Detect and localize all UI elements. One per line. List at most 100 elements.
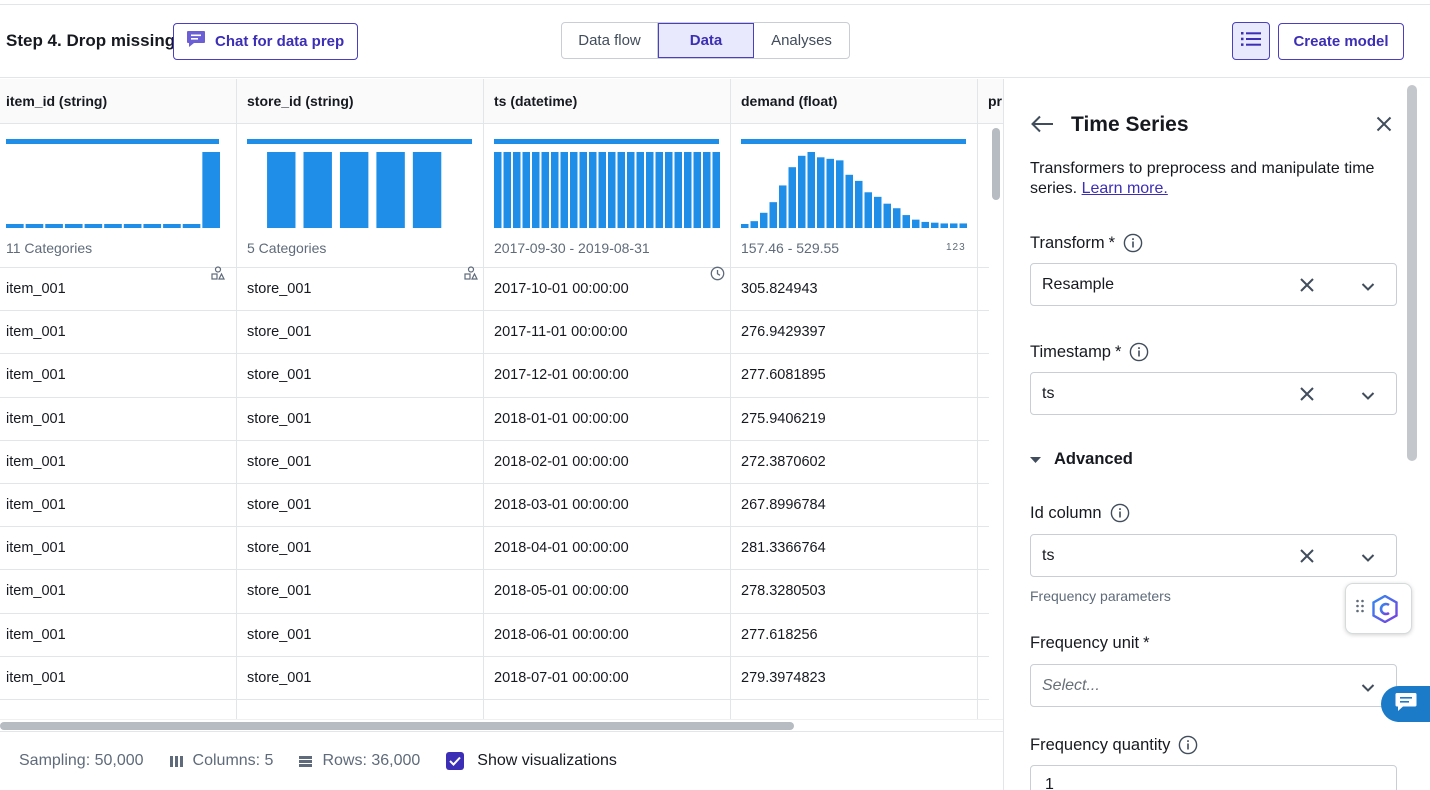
chat-for-data-prep-button[interactable]: Chat for data prep <box>173 23 358 60</box>
chat-icon <box>186 30 206 53</box>
column-header[interactable]: pr <box>978 79 1003 124</box>
scrollbar-thumb[interactable] <box>0 722 794 730</box>
list-view-button[interactable] <box>1232 22 1270 60</box>
table-cell[interactable]: store_001 <box>237 527 483 571</box>
table-cell[interactable]: item_001 <box>0 441 236 484</box>
clear-icon[interactable] <box>1299 548 1315 569</box>
histogram-bar <box>608 152 616 228</box>
learn-more-link[interactable]: Learn more. <box>1081 180 1168 197</box>
histogram-bar <box>560 152 568 228</box>
table-cell[interactable]: 272.3870602 <box>731 441 977 484</box>
info-icon[interactable] <box>1123 233 1143 253</box>
tab-analyses[interactable]: Analyses <box>771 32 832 49</box>
table-cell[interactable]: 2018-06-01 00:00:00 <box>484 614 730 657</box>
table-cell[interactable]: 2018-07-01 00:00:00 <box>484 657 730 700</box>
table-cell[interactable]: 277.618256 <box>731 614 977 657</box>
table-cell[interactable]: 279.3974823 <box>731 657 977 700</box>
table-cell[interactable]: store_001 <box>237 311 483 355</box>
feedback-chat-button[interactable] <box>1381 686 1430 722</box>
table-horizontal-scrollbar[interactable] <box>0 719 1003 731</box>
histogram-bar <box>532 152 540 228</box>
frequency-unit-select[interactable]: Select... <box>1030 664 1397 707</box>
table-cell[interactable]: item_001 <box>0 268 236 312</box>
table-cell[interactable]: 2018-05-01 00:00:00 <box>484 570 730 614</box>
histogram-bar <box>646 152 654 228</box>
table-cell[interactable]: 275.9406219 <box>731 398 977 441</box>
table-cell[interactable]: item_001 <box>0 484 236 528</box>
table-cell[interactable]: 305.824943 <box>731 268 977 312</box>
timestamp-select[interactable]: ts <box>1030 372 1397 415</box>
required-marker: * <box>1143 634 1150 652</box>
chevron-down-icon[interactable] <box>1361 279 1375 297</box>
close-icon[interactable] <box>1376 116 1392 137</box>
table-cell[interactable]: 2017-11-01 00:00:00 <box>484 311 730 355</box>
histogram-bar <box>339 152 369 228</box>
table-cell[interactable]: item_001 <box>0 398 236 441</box>
table-cell[interactable]: store_001 <box>237 614 483 657</box>
frequency-quantity-input[interactable]: 1 <box>1030 765 1397 790</box>
column-header[interactable]: store_id (string) <box>237 79 483 124</box>
column-header[interactable]: ts (datetime) <box>484 79 730 124</box>
table-cell[interactable]: store_001 <box>237 570 483 614</box>
info-icon[interactable] <box>1110 503 1130 523</box>
table-cell[interactable]: item_001 <box>0 354 236 398</box>
table-vertical-scrollbar[interactable] <box>989 124 1003 719</box>
transform-label-text: Transform <box>1030 233 1105 252</box>
panel-scrollbar[interactable] <box>1407 85 1417 461</box>
transform-select[interactable]: Resample <box>1030 263 1397 306</box>
id-column-select[interactable]: ts <box>1030 534 1397 577</box>
table-cell[interactable]: item_001 <box>0 570 236 614</box>
info-icon[interactable] <box>1178 735 1198 755</box>
clear-icon[interactable] <box>1299 277 1315 298</box>
table-cell[interactable]: item_001 <box>0 527 236 571</box>
chevron-down-icon[interactable] <box>1361 388 1375 406</box>
histogram-bar <box>931 222 939 228</box>
table-cell[interactable]: store_001 <box>237 354 483 398</box>
chevron-down-icon[interactable] <box>1361 550 1375 568</box>
tab-data[interactable]: Data <box>658 23 754 58</box>
histogram-bar <box>741 224 749 228</box>
advanced-label: Advanced <box>1054 450 1133 468</box>
advanced-section-toggle[interactable]: Advanced <box>1030 450 1133 469</box>
create-model-button[interactable]: Create model <box>1278 23 1404 60</box>
table-cell[interactable]: store_001 <box>237 441 483 484</box>
table-cell[interactable]: item_001 <box>0 311 236 355</box>
table-cell[interactable]: store_001 <box>237 398 483 441</box>
table-cell[interactable]: 276.9429397 <box>731 311 977 355</box>
table-cell[interactable]: 2018-01-01 00:00:00 <box>484 398 730 441</box>
table-cell[interactable]: item_001 <box>0 614 236 657</box>
drag-handle-icon[interactable] <box>1356 599 1364 618</box>
histogram-bar <box>912 219 920 228</box>
assistant-widget[interactable] <box>1345 583 1412 634</box>
table-cell[interactable]: item_001 <box>0 657 236 700</box>
column-header[interactable]: item_id (string) <box>0 79 236 124</box>
table-cell[interactable]: store_001 <box>237 657 483 700</box>
table-cell[interactable]: 2017-10-01 00:00:00 <box>484 268 730 312</box>
table-cell[interactable]: 281.3366764 <box>731 527 977 571</box>
chevron-down-icon[interactable] <box>1361 680 1375 698</box>
table-cell[interactable]: 267.8996784 <box>731 484 977 528</box>
table-cell[interactable]: store_001 <box>237 484 483 528</box>
histogram-bar <box>513 152 521 228</box>
table-cell[interactable]: 2018-04-01 00:00:00 <box>484 527 730 571</box>
show-visualizations-checkbox[interactable] <box>446 752 465 770</box>
column-header[interactable]: demand (float) <box>731 79 977 124</box>
scrollbar-thumb[interactable] <box>992 128 1000 200</box>
tab-data-flow[interactable]: Data flow <box>562 23 658 58</box>
show-visualizations-toggle[interactable]: Show visualizations <box>446 752 617 770</box>
table-cell[interactable]: 2017-12-01 00:00:00 <box>484 354 730 398</box>
histogram-bar <box>104 224 122 228</box>
table-cell[interactable]: 278.3280503 <box>731 570 977 614</box>
column-ts: ts (datetime) 2017-09-30 - 2019-08-31 20… <box>484 79 731 719</box>
table-cell[interactable]: 277.6081895 <box>731 354 977 398</box>
info-icon[interactable] <box>1129 342 1149 362</box>
histogram-bar <box>551 152 559 228</box>
table-cell[interactable]: store_001 <box>237 268 483 312</box>
histogram-bar <box>202 152 220 228</box>
panel-description: Transformers to preprocess and manipulat… <box>1030 159 1400 199</box>
clear-icon[interactable] <box>1299 386 1315 407</box>
table-cell[interactable]: 2018-03-01 00:00:00 <box>484 484 730 528</box>
back-arrow-icon[interactable] <box>1030 115 1054 138</box>
column-summary: 5 Categories <box>247 240 327 256</box>
table-cell[interactable]: 2018-02-01 00:00:00 <box>484 441 730 484</box>
